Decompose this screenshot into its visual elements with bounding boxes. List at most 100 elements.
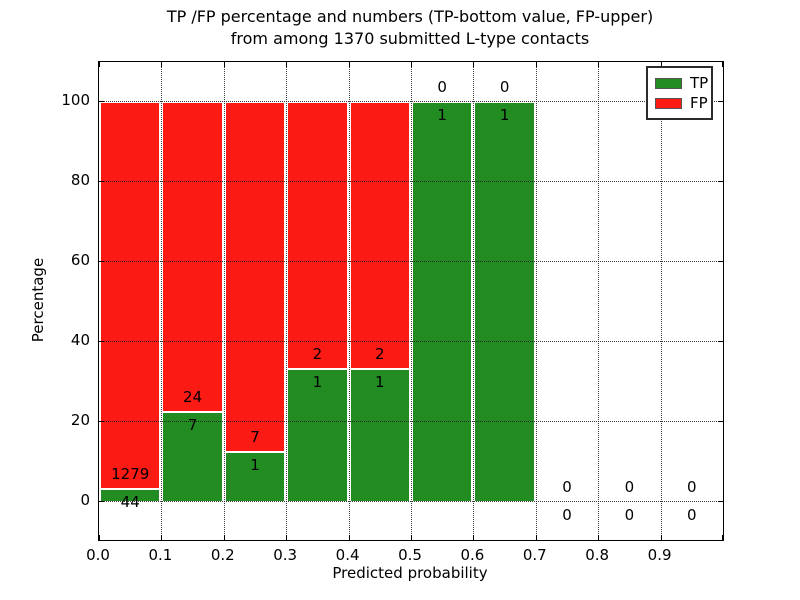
bar-fp-segment (99, 101, 162, 488)
bar-fp-segment (348, 101, 411, 368)
x-tick-mark-bottom (348, 535, 350, 540)
bar-tp-segment (223, 451, 287, 501)
y-tick-mark-left (99, 421, 104, 422)
x-tick-label: 0.3 (273, 546, 298, 564)
tp-count-label: 1 (250, 456, 260, 474)
bar-fp-segment (223, 101, 287, 451)
x-gridline (411, 62, 412, 540)
y-tick-label: 20 (70, 411, 90, 429)
x-tick-label: 0.7 (522, 546, 547, 564)
x-tick-mark-top (348, 62, 350, 67)
y-tick-label: 60 (70, 251, 90, 269)
x-tick-mark-bottom (722, 535, 723, 540)
x-axis-label: Predicted probability (332, 564, 488, 582)
x-tick-mark-bottom (223, 535, 225, 540)
x-tick-mark-bottom (473, 535, 475, 540)
bar-tp-segment (286, 367, 349, 501)
x-tick-mark-top (722, 62, 723, 67)
tp-count-label: 0 (624, 506, 635, 524)
tp-count-label: 1 (499, 106, 510, 124)
y-tick-mark-left (99, 101, 104, 102)
y-tick-mark-left (99, 341, 104, 342)
fp-count-label: 0 (437, 78, 447, 96)
fp-count-label: 2 (312, 344, 323, 363)
y-tick-mark-left (99, 261, 104, 262)
bar-tp-segment (99, 487, 162, 501)
tp-legend-swatch (655, 77, 682, 89)
y-tick-mark-left (99, 501, 104, 502)
fp-count-label: 2 (375, 344, 385, 363)
fp-count-label: 0 (624, 478, 635, 496)
fp-count-label: 7 (250, 428, 260, 446)
y-tick-mark-right (718, 501, 723, 502)
tp-count-label: 7 (187, 415, 198, 434)
tp-count-label: 1 (375, 372, 385, 391)
fp-count-label: 0 (687, 478, 697, 496)
x-tick-label: 0.5 (398, 546, 422, 564)
x-tick-mark-top (99, 62, 100, 67)
x-tick-mark-bottom (598, 535, 600, 540)
x-gridline (660, 62, 662, 540)
plot-area: 1279 44 24 7 7 1 2 1 2 1 0 1 0 1 0 0 0 0 0 0 (98, 61, 724, 541)
x-tick-label: 0.2 (210, 546, 235, 564)
chart-title-line2: from among 1370 submitted L-type contact… (230, 29, 590, 48)
x-tick-mark-bottom (535, 535, 537, 540)
y-tick-mark-left (99, 181, 104, 182)
chart-title-line1: TP /FP percentage and numbers (TP-bottom… (166, 7, 654, 26)
x-tick-mark-bottom (411, 535, 412, 540)
y-axis-label: Percentage (29, 257, 47, 343)
bar-fp-segment (286, 101, 349, 368)
y-tick-mark-right (718, 181, 723, 182)
x-tick-label: 0.9 (647, 546, 672, 564)
x-gridline (223, 62, 225, 540)
y-tick-mark-right (718, 421, 723, 422)
y-tick-label: 80 (70, 171, 90, 189)
legend-item: TP (655, 73, 711, 93)
tp-count-label: 0 (687, 506, 697, 524)
x-tick-label: 0.8 (585, 546, 610, 564)
tp-count-label: 0 (562, 506, 572, 524)
x-gridline (286, 62, 288, 540)
x-tick-mark-top (161, 62, 163, 67)
bar-tp-segment (411, 101, 474, 501)
fp-count-label: 1279 (111, 464, 150, 483)
tp-count-label: 1 (312, 372, 323, 391)
legend-item: FP (655, 93, 711, 113)
bar-tp-segment (348, 367, 411, 501)
x-tick-label: 0.4 (335, 546, 360, 564)
legend: TP FP (646, 66, 713, 120)
x-tick-mark-top (473, 62, 475, 67)
fp-count-label: 0 (499, 78, 510, 96)
tp-count-label: 44 (120, 492, 140, 511)
y-tick-mark-right (718, 341, 723, 342)
x-tick-mark-bottom (286, 535, 288, 540)
fp-count-label: 0 (562, 478, 572, 496)
x-tick-mark-bottom (161, 535, 163, 540)
x-gridline (535, 62, 537, 540)
y-tick-label: 40 (70, 331, 90, 349)
bar-fp-segment (161, 101, 224, 411)
y-tick-label: 0 (80, 491, 90, 509)
x-tick-label: 0.1 (148, 546, 173, 564)
x-tick-mark-bottom (660, 535, 662, 540)
bar-tp-segment (161, 410, 224, 501)
x-tick-label: 0.0 (86, 546, 110, 564)
x-tick-mark-top (660, 62, 662, 67)
x-tick-mark-top (286, 62, 288, 67)
bar-tp-segment (473, 101, 536, 501)
x-tick-mark-top (598, 62, 600, 67)
legend-label: TP (690, 74, 709, 92)
x-tick-label: 0.6 (460, 546, 485, 564)
x-tick-mark-top (223, 62, 225, 67)
y-tick-mark-right (718, 261, 723, 262)
y-tick-mark-right (718, 101, 723, 102)
fp-legend-swatch (655, 97, 682, 109)
fp-count-label: 24 (183, 387, 203, 406)
x-gridline (348, 62, 350, 540)
y-tick-label: 100 (61, 91, 90, 109)
chart-title: TP /FP percentage and numbers (TP-bottom… (98, 6, 722, 50)
x-gridline (161, 62, 163, 540)
x-tick-mark-bottom (99, 535, 100, 540)
x-tick-mark-top (535, 62, 537, 67)
